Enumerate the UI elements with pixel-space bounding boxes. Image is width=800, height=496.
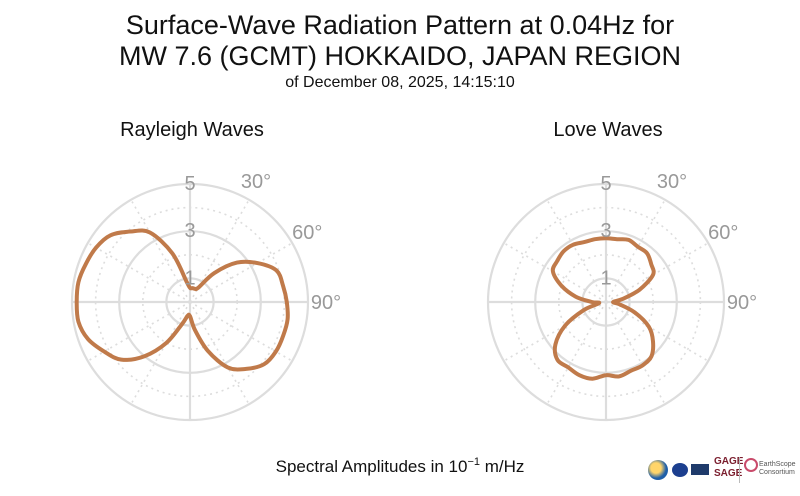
rayleigh-grid-spoke (87, 242, 191, 303)
rayleigh-angle-tick-label: 90° (311, 292, 341, 314)
love-angle-tick-label: 90° (727, 292, 757, 314)
love-grid-spoke (546, 301, 607, 405)
love-grid-spoke (605, 301, 709, 362)
logo-divider (739, 457, 740, 483)
rayleigh-radial-tick-label: 5 (184, 173, 195, 195)
rayleigh-radial-tick-label: 3 (184, 220, 195, 242)
usgs-logo-icon (691, 464, 709, 475)
rayleigh-grid-spoke (189, 301, 293, 362)
love-radial-tick-label: 3 (600, 220, 611, 242)
rayleigh-grid-spoke (189, 242, 293, 303)
amplitude-units-label: Spectral Amplitudes in 10−1 m/Hz (0, 456, 800, 477)
love-grid-spoke (605, 199, 666, 303)
love-radial-tick-label: 1 (600, 267, 611, 289)
love-angle-tick-label: 60° (708, 222, 738, 244)
gage-sage-logo: GAGE SAGE (714, 456, 743, 480)
earthscope-logo-text: EarthScope Consortium (759, 461, 796, 477)
earthscope-text: EarthScope (759, 461, 796, 468)
love-grid-spoke (546, 199, 607, 303)
chart-subtitle: of December 08, 2025, 14:15:10 (285, 74, 515, 91)
consortium-text: Consortium (759, 469, 795, 476)
love-grid-spoke (605, 242, 709, 303)
nsf-logo-icon (648, 460, 668, 480)
rayleigh-panel-title: Rayleigh Waves (120, 119, 264, 141)
units-base: 10 (448, 457, 468, 476)
rayleigh-angle-tick-label: 60° (292, 222, 322, 244)
rayleigh-radial-tick-label: 1 (184, 267, 195, 289)
chart-title-line-2: MW 7.6 (GCMT) HOKKAIDO, JAPAN REGION (118, 41, 682, 71)
rayleigh-angle-tick-label: 30° (241, 171, 271, 193)
nasa-logo-icon (672, 463, 688, 477)
love-panel-title: Love Waves (553, 119, 663, 141)
rayleigh-amplitude-curve (74, 228, 290, 372)
units-exponent: −1 (467, 456, 480, 468)
units-text: Spectral Amplitudes in (275, 457, 449, 476)
earthscope-logo-icon (744, 458, 758, 472)
rayleigh-grid-spoke (130, 199, 191, 303)
sponsor-logos: GAGE SAGE EarthScope Consortium (640, 454, 796, 486)
love-grid-spoke (503, 301, 607, 362)
rayleigh-grid-spoke (87, 301, 191, 362)
chart-title-line-1: Surface-Wave Radiation Pattern at 0.04Hz… (125, 10, 675, 40)
love-grid-spoke (503, 242, 607, 303)
title-block: Surface-Wave Radiation Pattern at 0.04Hz… (0, 10, 800, 93)
rayleigh-grid-spoke (189, 301, 250, 405)
sage-text: SAGE (714, 468, 743, 479)
love-grid-spoke (605, 301, 666, 405)
love-radial-tick-label: 5 (600, 173, 611, 195)
gage-text: GAGE (714, 456, 744, 467)
units-suffix: m/Hz (480, 457, 525, 476)
rayleigh-grid-spoke (130, 301, 191, 405)
love-angle-tick-label: 30° (657, 171, 687, 193)
love-amplitude-curve (550, 236, 656, 381)
